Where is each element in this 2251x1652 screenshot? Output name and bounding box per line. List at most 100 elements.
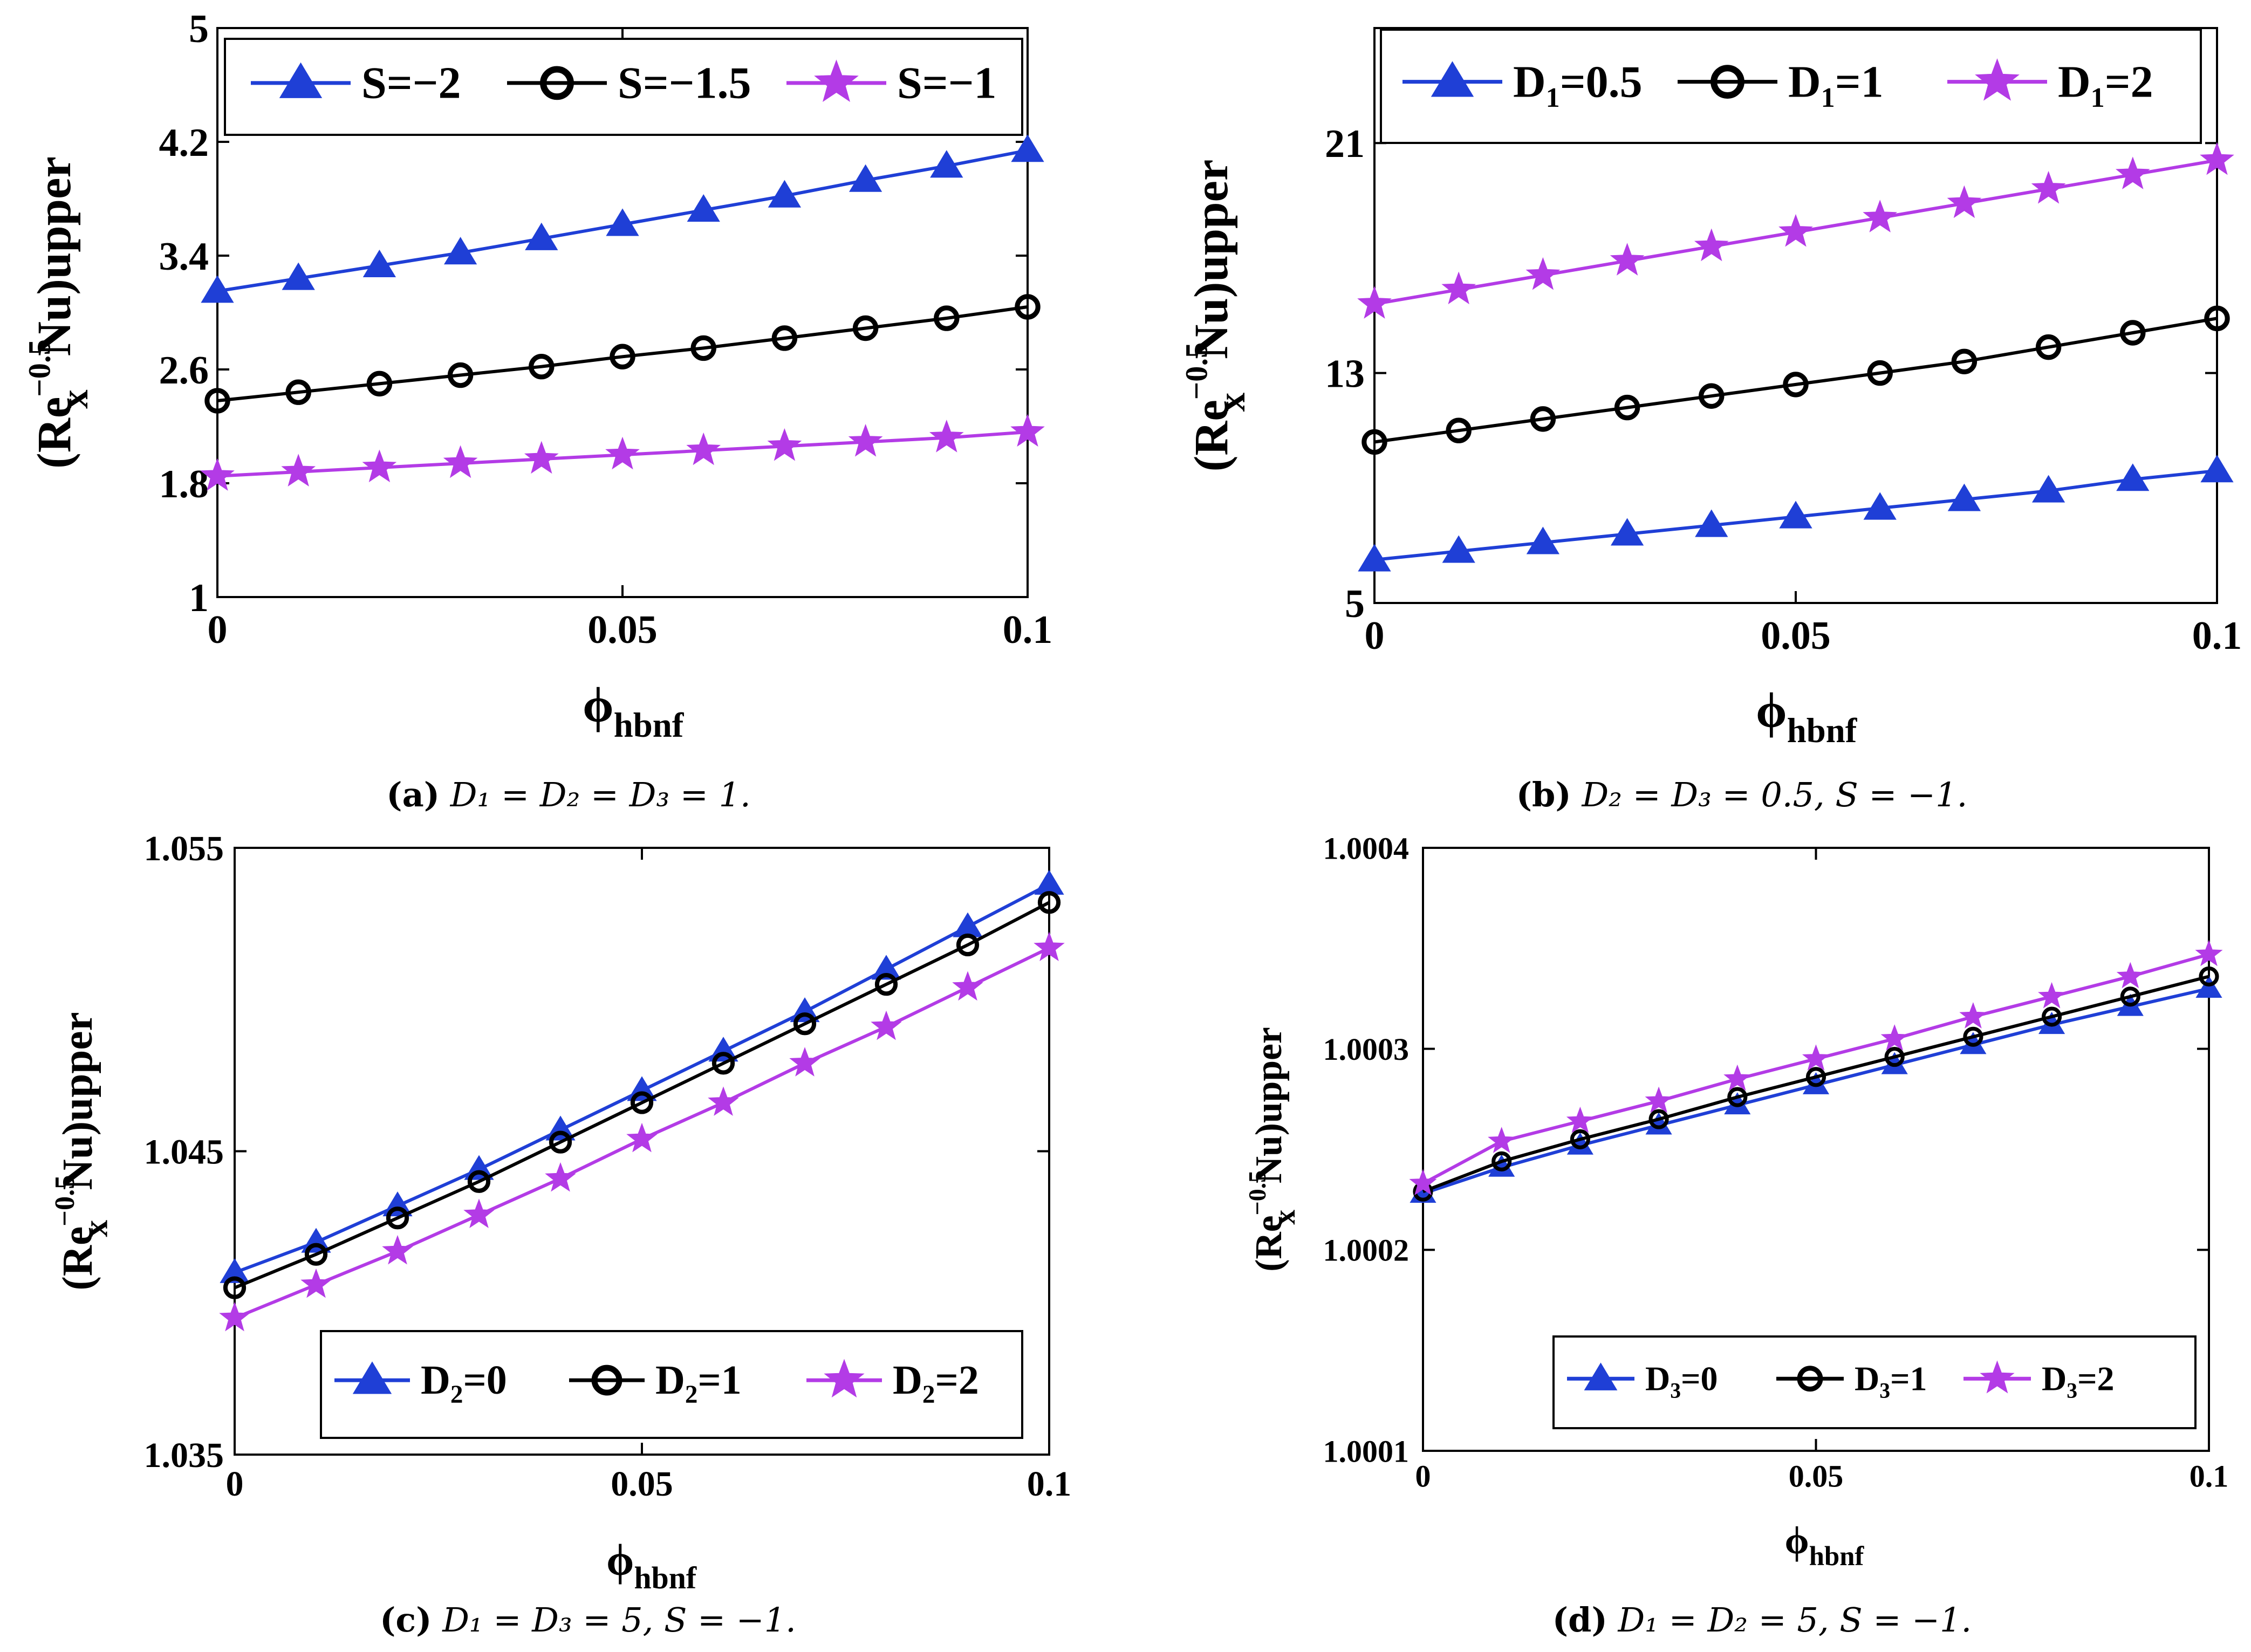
- legend-label-text: S=−1: [897, 58, 996, 108]
- legend-label-sub: 3: [1670, 1379, 1681, 1402]
- x-axis-label-symbol: ϕ: [583, 678, 614, 733]
- y-tick-label: 1: [189, 576, 209, 620]
- data-point: [2038, 982, 2066, 1009]
- legend-label-rest: =0: [1681, 1359, 1718, 1397]
- legend-label-sub: 1: [1546, 83, 1560, 113]
- legend-item-3: D2=2: [806, 1358, 979, 1409]
- x-tick-label: 0: [226, 1464, 244, 1504]
- legend-marker: [591, 1365, 622, 1396]
- data-point: [1779, 501, 1812, 529]
- y-axis-label-group: (Re−0.5x Nu)upper: [1179, 160, 1253, 472]
- y-axis-label-subscript: x: [1211, 392, 1253, 412]
- data-point: [549, 1130, 572, 1154]
- caption: (b) D₂ = D₃ = 0.5, S = −1.: [1516, 775, 1968, 814]
- data-point: [1778, 214, 1813, 247]
- legend-label-text: S=−1.5: [618, 58, 751, 108]
- data-point: [1880, 1024, 1908, 1051]
- legend-label-base: D: [421, 1358, 450, 1403]
- data-point: [930, 150, 963, 178]
- data-point: [1614, 394, 1640, 421]
- data-point: [1488, 1127, 1516, 1153]
- data-point: [463, 1198, 495, 1229]
- y-axis-label-subscript: x: [77, 1220, 115, 1237]
- data-point: [204, 388, 230, 414]
- data-point: [848, 424, 883, 457]
- data-point: [871, 1010, 902, 1040]
- legend: S=−2 S=−1.5 S=−1: [224, 38, 1023, 136]
- data-point: [1530, 406, 1556, 432]
- data-point: [1802, 1044, 1830, 1071]
- chart-panel-a: 1 1.8 2.6 3.4 4.2 5 0 0.05 0.1 ϕhbnf (Re−0.5x Nu)up…: [22, 7, 1053, 814]
- y-axis-label-superscript: −0.5: [1243, 1170, 1271, 1216]
- y-tick-label: 1.055: [144, 829, 224, 868]
- data-point: [767, 428, 802, 461]
- y-axis-label: (Re−0.5x Nu)upper: [1179, 160, 1253, 472]
- data-point: [849, 164, 882, 192]
- x-tick-label: 0.1: [2192, 614, 2242, 658]
- data-point: [545, 1162, 576, 1192]
- caption: (d) D₁ = D₂ = 5, S = −1.: [1552, 1600, 1972, 1640]
- y-tick-label: 1.0004: [1323, 831, 1410, 866]
- x-axis-label: ϕhbnf: [1785, 1518, 1865, 1571]
- legend: D1=0.5 D1=1 D1=2: [1380, 29, 2202, 144]
- caption-tag: (a): [386, 775, 440, 814]
- data-point: [382, 1235, 413, 1265]
- data-point: [1723, 1064, 1751, 1091]
- x-axis-label-symbol: ϕ: [606, 1535, 634, 1585]
- x-axis-label-subscript: hbnf: [614, 706, 685, 745]
- data-point: [1034, 869, 1064, 895]
- caption-text: D₂ = D₃ = 0.5, S = −1.: [1571, 775, 1968, 814]
- data-point: [874, 972, 898, 996]
- caption-text: D₁ = D₂ = D₃ = 1.: [440, 775, 751, 814]
- data-point: [606, 208, 639, 236]
- legend-label-base: D: [1855, 1359, 1879, 1397]
- data-point: [219, 1301, 250, 1332]
- y-tick-label: 1.0003: [1323, 1032, 1410, 1067]
- data-point: [443, 237, 477, 265]
- legend-marker: [352, 1361, 392, 1394]
- caption-tag: (c): [380, 1600, 432, 1640]
- y-axis-label-superscript: −0.5: [1179, 342, 1214, 400]
- data-point: [1884, 1046, 1905, 1067]
- data-point: [2195, 940, 2223, 966]
- caption-tag: (b): [1516, 775, 1571, 814]
- data-point: [1805, 1067, 1826, 1087]
- legend-box: [320, 1330, 1023, 1439]
- legend-label: S=−1: [897, 58, 996, 108]
- y-tick-label: 1.0002: [1323, 1233, 1410, 1268]
- data-point: [529, 354, 555, 380]
- data-point: [1867, 360, 1893, 386]
- y-tick-label: 5: [189, 7, 209, 51]
- series-3: [200, 414, 1045, 491]
- y-axis-label-subscript: x: [54, 389, 96, 409]
- data-point: [2116, 962, 2144, 989]
- series-line: [1422, 975, 2209, 1194]
- data-point: [366, 371, 393, 397]
- data-point: [871, 955, 901, 980]
- legend-label-sub: 1: [2091, 83, 2105, 113]
- data-point: [2035, 334, 2062, 360]
- legend-label: D2=0: [421, 1358, 507, 1409]
- series-2: [1413, 966, 2219, 1202]
- data-point: [1699, 383, 1725, 409]
- caption-text: D₁ = D₂ = 5, S = −1.: [1607, 1600, 1972, 1640]
- data-point: [1361, 429, 1387, 455]
- series-2: [1361, 305, 2230, 455]
- legend-label-text: S=−2: [361, 58, 461, 108]
- data-point: [789, 1047, 820, 1077]
- y-tick-label: 2.6: [159, 348, 209, 393]
- data-point: [686, 432, 721, 465]
- series-1: [1358, 455, 2234, 572]
- caption-text: D₁ = D₃ = 5, S = −1.: [432, 1600, 796, 1640]
- legend-label-sub: 2: [450, 1381, 463, 1409]
- chart-panel-d: 1.0001 1.0002 1.0003 1.0004 0 0.05 0.1 ϕhbnf (Re…: [1243, 831, 2228, 1640]
- data-point: [1610, 243, 1645, 276]
- legend-item-1: D2=0: [334, 1358, 507, 1409]
- data-point: [1648, 1109, 1669, 1129]
- data-point: [1863, 200, 1898, 232]
- legend-label: D3=0: [1645, 1359, 1718, 1402]
- caption-tag: (d): [1552, 1600, 1607, 1640]
- data-point: [2200, 455, 2234, 483]
- y-axis-label-post: Nu)upper: [1185, 160, 1238, 359]
- y-axis-label-pre: (Re: [28, 397, 81, 469]
